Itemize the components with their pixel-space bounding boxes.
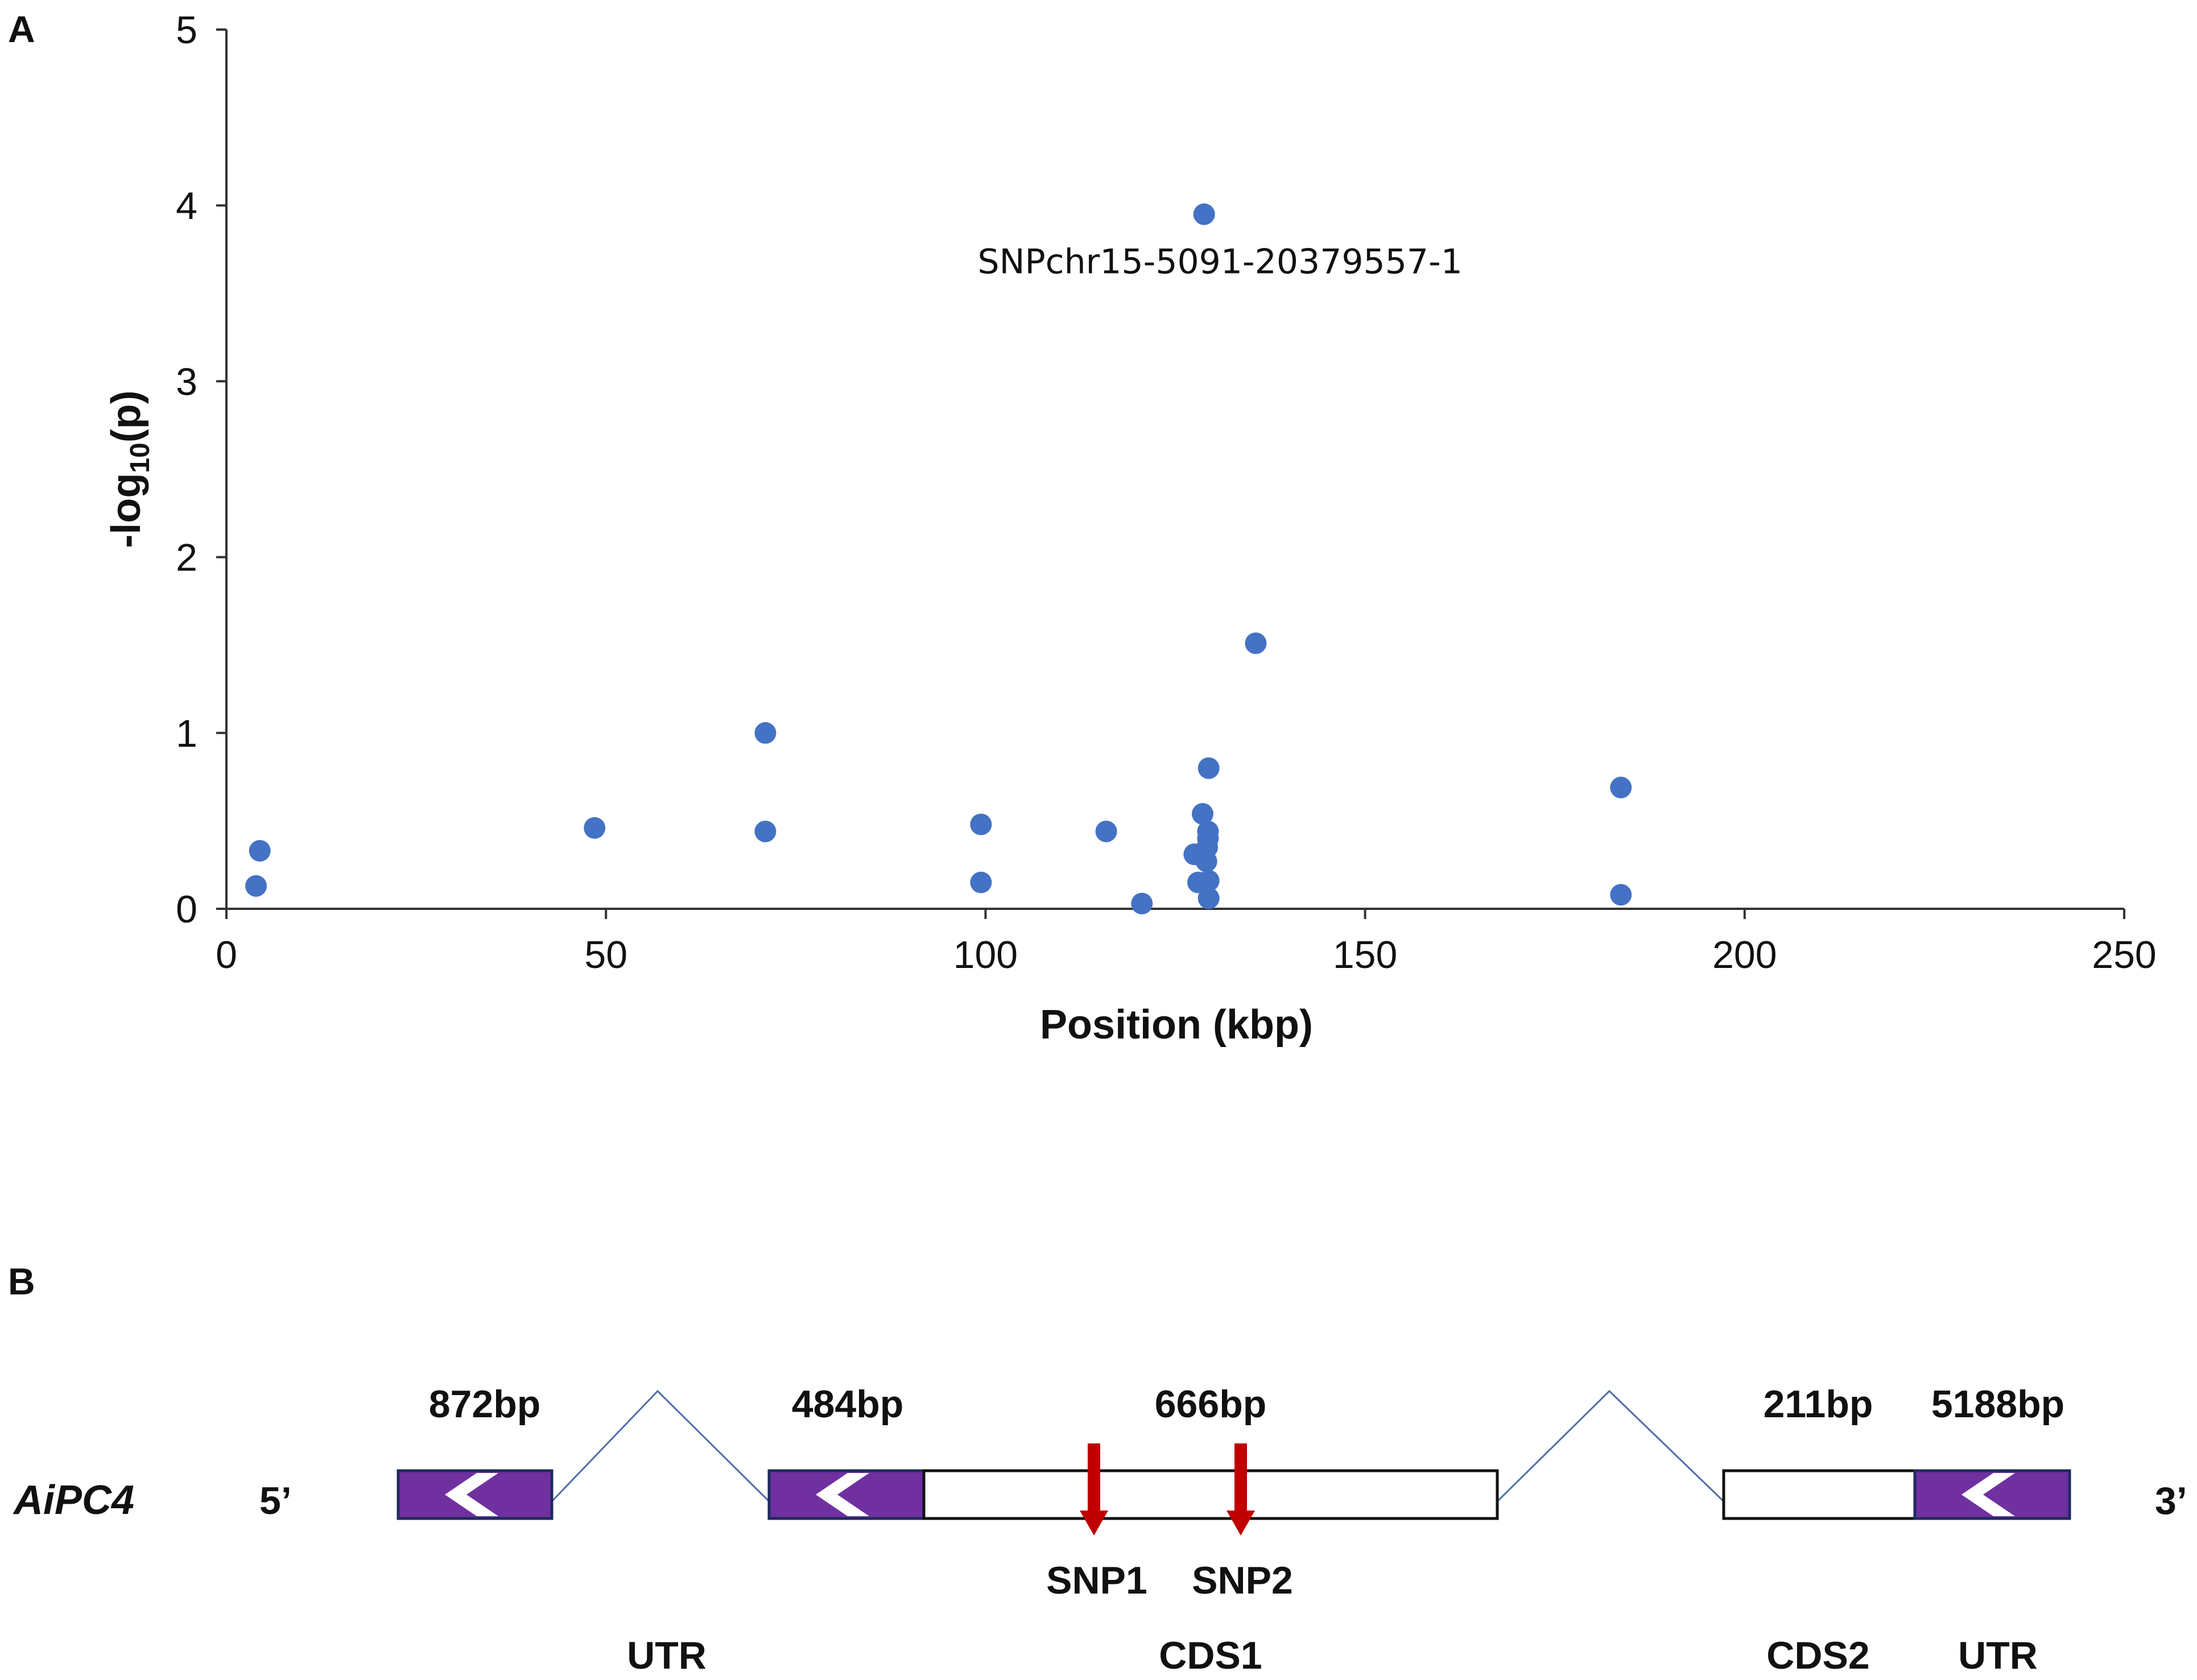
intron-2: [1496, 1389, 1725, 1503]
y-tick-label: 5: [176, 9, 197, 52]
data-point: [754, 820, 777, 842]
gene-name: AiPC4: [13, 1478, 134, 1523]
chevron-left-icon: [816, 1473, 869, 1516]
x-tick-label: 50: [584, 933, 627, 976]
y-tick-label: 3: [176, 360, 197, 403]
chevron-left-icon: [1961, 1473, 2015, 1516]
x-tick-label: 250: [2092, 933, 2156, 976]
chevron-left-icon: [445, 1473, 498, 1516]
exon-size-4: 211bp: [1764, 1383, 1873, 1426]
region-label-utr-3: UTR: [1958, 1634, 2038, 1677]
snp1-arrow-head: [1080, 1511, 1108, 1536]
panel-label-b: B: [8, 1260, 35, 1302]
data-point: [1131, 892, 1153, 915]
y-axis-title-subscript: 10: [125, 442, 155, 473]
exon-size-3: 666bp: [1155, 1383, 1267, 1426]
data-point: [1197, 757, 1220, 779]
snp2-arrow-head: [1226, 1511, 1255, 1536]
snp1-arrow: [1080, 1443, 1108, 1536]
snp1-label: SNP1: [1046, 1559, 1147, 1602]
cds1-box: [922, 1469, 1499, 1520]
five-prime-label: 5’: [259, 1479, 292, 1522]
region-label-cds2: CDS2: [1766, 1634, 1869, 1677]
utr-exon-3: [1913, 1469, 2071, 1520]
x-axis-title: Position (kbp): [1040, 1002, 1313, 1048]
snp2-arrow-shaft: [1234, 1443, 1247, 1513]
snp2-arrow: [1226, 1443, 1255, 1536]
data-point: [970, 813, 992, 835]
y-tick-label: 0: [176, 888, 197, 931]
y-tick-label: 1: [176, 712, 197, 755]
scatter-axes: [225, 30, 2124, 910]
x-tick-label: 100: [953, 933, 1018, 976]
panel-label-a: A: [8, 8, 35, 50]
data-point: [1197, 870, 1220, 892]
y-tick-label: 2: [176, 536, 197, 580]
data-point: [1095, 820, 1117, 842]
data-point: [1193, 203, 1215, 225]
data-point: [245, 875, 267, 897]
x-ticks: 0 50 100 150 200 250: [216, 909, 2157, 976]
x-tick-label: 0: [216, 933, 237, 976]
data-point: [754, 722, 777, 744]
region-label-cds1: CDS1: [1159, 1634, 1262, 1677]
intron-1: [551, 1389, 770, 1503]
three-prime-label: 3’: [2155, 1479, 2187, 1522]
region-label-utr-5: UTR: [627, 1634, 707, 1677]
y-axis-title-tail: (p): [104, 390, 149, 442]
snp-annotation: SNPchr15-5091-20379557-1: [978, 242, 1463, 282]
utr-exon-2: [767, 1469, 926, 1520]
exon-size-5: 5188bp: [1931, 1383, 2064, 1426]
data-point: [1610, 884, 1632, 906]
data-point: [1197, 820, 1219, 842]
data-point: [1610, 776, 1632, 798]
data-point: [1245, 632, 1267, 655]
utr-exon-1: [397, 1469, 554, 1520]
x-tick-label: 150: [1333, 933, 1397, 976]
y-tick-label: 4: [176, 184, 197, 227]
snp1-arrow-shaft: [1088, 1443, 1100, 1513]
exon-size-1: 872bp: [429, 1383, 541, 1426]
cds2-box: [1722, 1469, 1917, 1520]
data-point: [970, 871, 992, 893]
data-point: [1192, 803, 1214, 825]
x-tick-label: 200: [1712, 933, 1777, 976]
data-point: [249, 839, 271, 862]
exon-size-2: 484bp: [792, 1383, 904, 1426]
y-ticks: 0 1 2 3 4 5: [176, 9, 226, 931]
data-point: [1197, 887, 1220, 909]
data-point: [584, 817, 606, 839]
y-axis-title-main: -log: [104, 473, 149, 548]
snp2-label: SNP2: [1192, 1559, 1293, 1602]
scatter-points: [245, 203, 1632, 915]
y-axis-title: -log10(p): [104, 390, 155, 548]
